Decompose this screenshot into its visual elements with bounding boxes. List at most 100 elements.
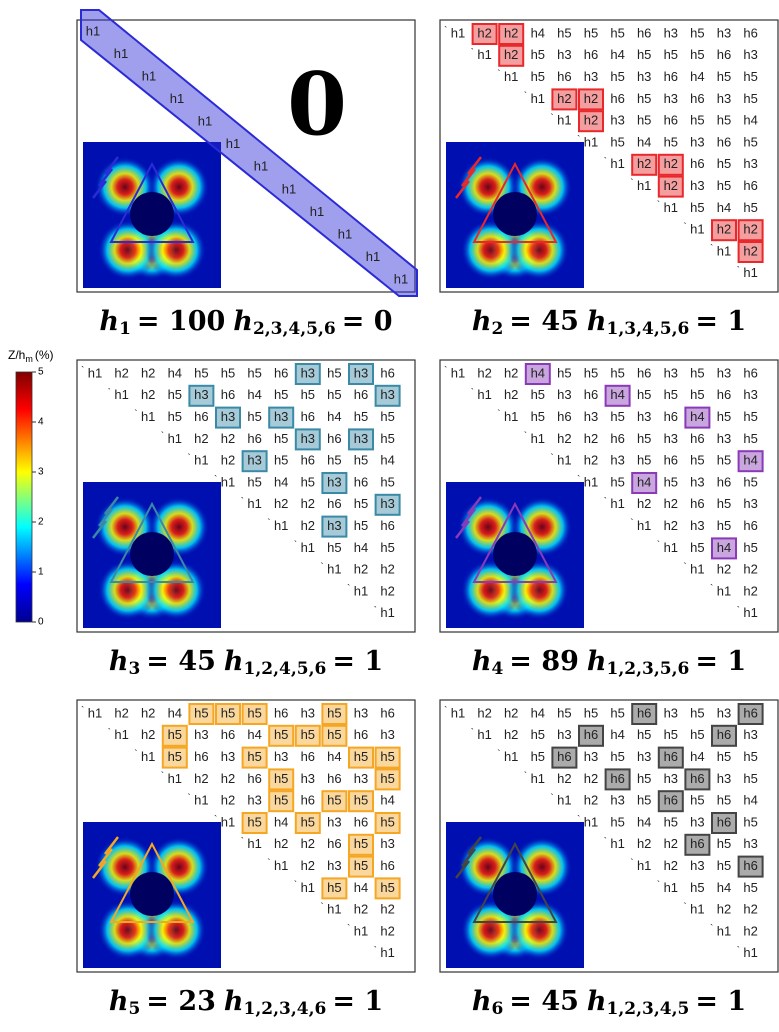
matrix-cell: h5 xyxy=(610,409,624,424)
matrix-cell: h1 xyxy=(584,814,598,829)
matrix-cell: h5 xyxy=(194,365,208,380)
matrix-cell: h1 xyxy=(690,562,704,577)
matrix-cell: h5 xyxy=(664,474,678,489)
matrix-cell: h1 xyxy=(142,69,156,84)
matrix-cell: h6 xyxy=(637,705,651,720)
matrix-cell: h3 xyxy=(637,749,651,764)
row-tick: ` xyxy=(214,814,217,826)
matrix-cell: h6 xyxy=(717,387,731,402)
matrix-cell: h5 xyxy=(221,705,235,720)
highlight-cell xyxy=(241,450,268,473)
matrix-cell: h6 xyxy=(717,47,731,62)
matrix-cell: h3 xyxy=(247,793,261,808)
matrix-cell: h6 xyxy=(327,496,341,511)
matrix-cell: h1 xyxy=(194,793,208,808)
matrix-cell: h2 xyxy=(141,705,155,720)
matrix-cell: h5 xyxy=(274,771,288,786)
highlight-cell xyxy=(374,877,401,900)
matrix-cell: h2 xyxy=(584,793,598,808)
matrix-cell: h2 xyxy=(717,222,731,237)
matrix-cell: h3 xyxy=(354,431,368,446)
matrix-cell: h4 xyxy=(743,453,757,468)
matrix-cell: h2 xyxy=(743,583,757,598)
matrix-cell: h3 xyxy=(690,134,704,149)
heatmap-blob xyxy=(461,560,521,620)
highlight-cell xyxy=(498,44,525,67)
matrix-cell: h2 xyxy=(557,771,571,786)
matrix-cell: h1 xyxy=(168,771,182,786)
highlight-cell xyxy=(374,493,401,516)
caption-value: = 45 xyxy=(509,986,579,1017)
arrow xyxy=(92,520,107,539)
row-tick: ` xyxy=(347,923,350,935)
row-tick: ` xyxy=(683,901,686,913)
caption-value: = 1 xyxy=(695,646,746,677)
row-tick: ` xyxy=(683,221,686,233)
matrix-cell: h5 xyxy=(327,705,341,720)
matrix-cell: h5 xyxy=(221,365,235,380)
matrix-cell: h2 xyxy=(354,902,368,917)
heatmap-blob xyxy=(146,560,206,620)
matrix-cell: h2 xyxy=(584,771,598,786)
heatmap-blob xyxy=(146,900,206,960)
row-tick: ` xyxy=(710,923,713,935)
row-tick: ` xyxy=(497,68,500,80)
matrix-cell: h5 xyxy=(327,793,341,808)
matrix-cell: h1 xyxy=(664,200,678,215)
highlight-cell xyxy=(578,110,604,133)
matrix-cell: h5 xyxy=(637,771,651,786)
arrow xyxy=(455,860,470,879)
matrix-cell: h3 xyxy=(327,814,341,829)
colorbar-tick-label: 1 xyxy=(38,567,44,578)
matrix-cell: h5 xyxy=(380,880,394,895)
matrix-cell: h5 xyxy=(690,727,704,742)
heatmap-core xyxy=(493,192,537,236)
matrix-cell: h1 xyxy=(114,387,128,402)
matrix-cell: h3 xyxy=(274,749,288,764)
row-tick: ` xyxy=(683,561,686,573)
matrix-cell: h2 xyxy=(504,25,518,40)
highlight-cell xyxy=(294,724,321,747)
caption-sub: 2,3,4,5,6 xyxy=(253,319,336,339)
matrix-cell: h1 xyxy=(451,705,465,720)
matrix-cell: h3 xyxy=(274,409,288,424)
colorbar-scale xyxy=(15,371,33,623)
highlight-cell xyxy=(711,219,737,242)
matrix-cell: h2 xyxy=(477,705,491,720)
highlight-cell xyxy=(631,472,658,494)
matrix-cell: h6 xyxy=(584,727,598,742)
matrix-cell: h5 xyxy=(168,749,182,764)
arrow xyxy=(467,836,482,855)
matrix-cell: h3 xyxy=(380,387,394,402)
matrix-cell: h5 xyxy=(531,749,545,764)
matrix-cell: h5 xyxy=(247,409,261,424)
matrix-cell: h6 xyxy=(743,518,757,533)
row-tick: ` xyxy=(604,495,607,507)
symbol: h xyxy=(587,306,607,337)
matrix-cell: h2 xyxy=(557,91,571,106)
highlight-cell xyxy=(374,768,401,791)
matrix-cell: h5 xyxy=(717,518,731,533)
matrix-cell: h1 xyxy=(690,222,704,237)
matrix-cell: h5 xyxy=(531,47,545,62)
row-tick: ` xyxy=(108,386,111,398)
matrix-cell: h5 xyxy=(354,793,368,808)
row-tick: ` xyxy=(710,243,713,255)
colorbar-tick-label: 2 xyxy=(38,517,44,528)
matrix-cell: h1 xyxy=(717,923,731,938)
matrix-cell: h2 xyxy=(504,705,518,720)
matrix-cell: h6 xyxy=(380,365,394,380)
matrix-cell: h6 xyxy=(690,156,704,171)
highlight-cell xyxy=(604,768,631,791)
matrix-cell: h5 xyxy=(743,134,757,149)
matrix-cell: h5 xyxy=(380,474,394,489)
highlight-cell xyxy=(737,855,764,878)
matrix-cell: h6 xyxy=(557,749,571,764)
matrix-cell: h5 xyxy=(690,880,704,895)
triangle xyxy=(109,841,195,923)
matrix-cell: h5 xyxy=(717,858,731,873)
highlight-cell xyxy=(294,428,321,451)
matrix-cell: h2 xyxy=(141,727,155,742)
matrix-cell: h2 xyxy=(584,91,598,106)
matrix-cell: h3 xyxy=(637,69,651,84)
